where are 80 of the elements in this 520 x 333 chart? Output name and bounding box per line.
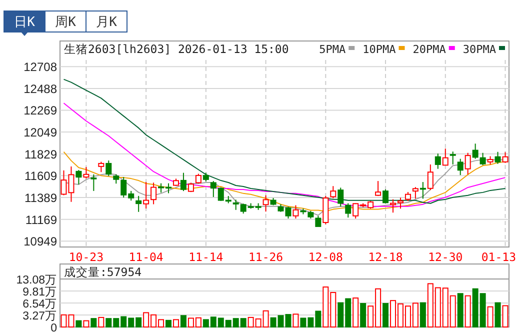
candlestick xyxy=(382,188,389,204)
candlestick xyxy=(90,174,97,192)
y-tick-label: 11389 xyxy=(24,190,58,205)
bar xyxy=(360,303,366,328)
y-tick-label: 9.81万 xyxy=(22,286,57,298)
candlestick xyxy=(106,160,112,177)
y-tick-label: 0 xyxy=(50,322,57,333)
candlestick xyxy=(434,153,441,170)
bar xyxy=(464,295,471,328)
candlestick xyxy=(480,152,486,166)
candlestick xyxy=(180,172,186,192)
x-tick-label: 12-30 xyxy=(428,250,463,264)
candlestick xyxy=(113,174,120,184)
candlestick xyxy=(76,170,82,185)
candlestick xyxy=(195,173,202,184)
candlestick xyxy=(375,180,382,197)
bar xyxy=(420,302,426,328)
candlestick xyxy=(464,152,471,175)
y-tick-label: 3.27万 xyxy=(22,310,57,322)
chart-title: 生猪2603[lh2603] 2026-01-13 15:00 xyxy=(64,42,289,56)
bar xyxy=(98,316,104,328)
y-tick-label: 12049 xyxy=(24,126,58,140)
tabs: 日K 周K 月K xyxy=(4,10,128,36)
y-tick-label: 11169 xyxy=(25,212,58,227)
legend-label: 10PMA xyxy=(362,43,396,56)
candlestick xyxy=(494,151,501,164)
candlestick xyxy=(457,158,464,176)
x-tick-label: 11-26 xyxy=(248,250,284,264)
bar xyxy=(382,303,389,328)
x-tick-label: 11-14 xyxy=(188,250,224,264)
bar xyxy=(90,318,97,328)
bar xyxy=(494,302,501,328)
x-tick-label: 01-13 xyxy=(481,250,516,264)
bar xyxy=(292,314,299,328)
candlestick xyxy=(83,166,90,180)
candlestick xyxy=(98,161,104,173)
candlestick xyxy=(472,143,478,160)
candlestick xyxy=(390,198,396,214)
x-tick-label: 12-08 xyxy=(308,250,344,264)
bar xyxy=(166,320,172,328)
candlestick xyxy=(412,186,418,200)
bar xyxy=(352,298,359,328)
legend-label: 20PMA xyxy=(412,43,446,56)
bar xyxy=(487,306,494,328)
x-tick-label: 11-04 xyxy=(128,250,164,264)
chart-title: 成交量:57954 xyxy=(64,265,142,279)
y-tick-label: 12488 xyxy=(24,82,58,96)
candlestick xyxy=(502,152,508,164)
candlestick xyxy=(330,186,336,199)
candlestick xyxy=(150,182,157,205)
y-tick-label: 12708 xyxy=(24,60,58,74)
candlestick xyxy=(338,187,344,208)
y-tick-label: 10949 xyxy=(24,234,58,249)
candlestick xyxy=(292,204,299,220)
bar xyxy=(76,320,82,328)
bar xyxy=(172,319,179,328)
bar xyxy=(83,320,90,328)
candlestick xyxy=(427,164,434,191)
x-tick-label: 10-23 xyxy=(68,250,104,264)
y-tick-label: 12269 xyxy=(24,104,58,118)
y-tick-label: 11609 xyxy=(24,169,58,184)
line-series xyxy=(63,78,506,204)
candlestick xyxy=(136,195,142,212)
y-tick-label: 11829 xyxy=(24,147,58,162)
candlestick xyxy=(262,194,269,212)
bar xyxy=(180,315,186,328)
candlestick xyxy=(315,215,322,227)
bar xyxy=(502,305,508,328)
y-tick-label: 6.54万 xyxy=(22,298,57,310)
candlestick xyxy=(420,182,426,200)
legend-label: 30PMA xyxy=(462,43,496,56)
candlestick xyxy=(397,197,404,210)
x-tick-label: 12-18 xyxy=(368,250,403,264)
candlestick xyxy=(345,202,352,218)
candlestick xyxy=(442,148,448,166)
candlestick xyxy=(450,151,456,165)
bar xyxy=(457,293,464,328)
candlestick xyxy=(143,182,150,210)
legend-label: 5PMA xyxy=(319,43,346,56)
y-tick-label: 13.08万 xyxy=(16,274,57,286)
